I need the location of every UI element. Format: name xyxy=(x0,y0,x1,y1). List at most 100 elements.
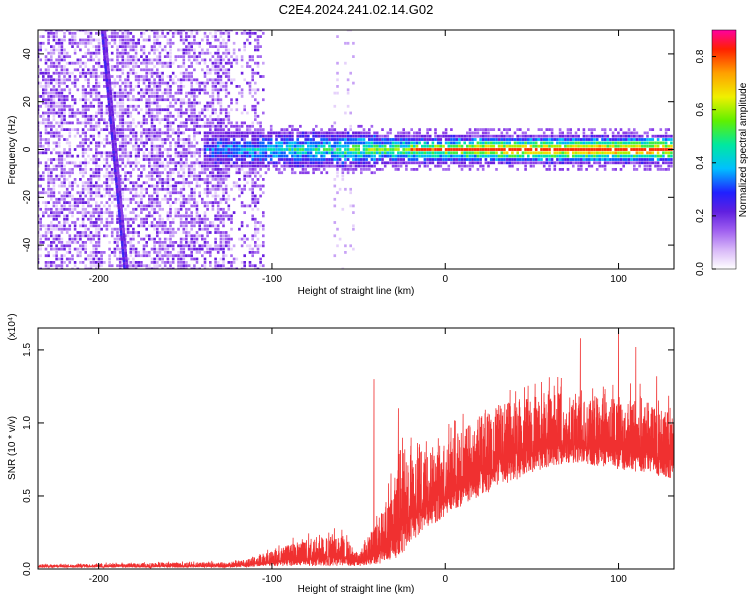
spectrogram-cell xyxy=(113,65,117,68)
spectrogram-cell xyxy=(132,187,135,191)
spectrogram-cell xyxy=(259,75,262,78)
spectrogram-cell xyxy=(145,111,148,115)
spectrogram-cell xyxy=(232,51,236,55)
spectrogram-cell xyxy=(177,214,180,218)
spectrogram-cell xyxy=(198,217,201,221)
spectrogram-cell xyxy=(132,221,135,224)
spectrogram-cell xyxy=(214,194,217,198)
spectrogram-cell xyxy=(262,214,265,218)
spectrogram-cell xyxy=(52,227,56,231)
spectrogram-cell xyxy=(511,158,514,161)
spectrogram-cell xyxy=(216,98,220,102)
spectrogram-cell xyxy=(84,65,87,68)
spectrogram-cell xyxy=(169,221,172,224)
spectrogram-cell xyxy=(89,241,93,244)
spectrogram-cell xyxy=(516,141,519,145)
spectrogram-cell xyxy=(201,124,204,128)
spectrogram-cell xyxy=(240,121,244,125)
spectrogram-cell xyxy=(63,207,66,211)
spectrogram-cell xyxy=(158,61,162,65)
spectrogram-cell xyxy=(50,168,53,171)
spectrogram-cell xyxy=(373,161,376,165)
spectrogram-cell xyxy=(193,38,196,42)
spectrogram-cell xyxy=(262,211,265,214)
spectrogram-cell xyxy=(92,191,95,195)
spectrogram-cell xyxy=(248,58,252,62)
spectrogram-cell xyxy=(378,148,382,151)
spectrogram-cell xyxy=(296,141,299,145)
spectrogram-cell xyxy=(44,267,48,269)
spectrogram-cell xyxy=(182,194,186,198)
spectrogram-cell xyxy=(299,148,302,151)
spectrogram-cell xyxy=(201,164,204,168)
spectrogram-cell xyxy=(238,237,241,241)
spectrogram-cell xyxy=(185,201,188,204)
spectrogram-cell xyxy=(362,138,366,141)
spectrogram-cell xyxy=(121,98,125,102)
spectrogram-cell xyxy=(190,197,193,201)
spectrogram-cell xyxy=(338,131,342,135)
spectrogram-cell xyxy=(148,71,151,75)
spectrogram-cell xyxy=(243,171,246,175)
spectrogram-cell xyxy=(156,91,159,95)
spectrogram-cell xyxy=(346,41,350,45)
spectrogram-cell xyxy=(211,35,215,38)
spectrogram-cell xyxy=(44,204,48,208)
spectrogram-cell xyxy=(92,234,95,238)
spectrogram-cell xyxy=(193,267,196,269)
spectrogram-cell xyxy=(132,45,135,48)
spectrogram-cell xyxy=(545,168,549,171)
spectrogram-cell xyxy=(166,161,170,165)
spectrogram-cell xyxy=(95,95,98,98)
spectrogram-cell xyxy=(349,138,352,141)
spectrogram-cell xyxy=(76,78,80,82)
spectrogram-cell xyxy=(344,134,347,138)
spectrogram-cell xyxy=(137,178,140,181)
spectrogram-cell xyxy=(211,151,215,155)
spectrogram-cell xyxy=(110,51,114,55)
spectrogram-cell xyxy=(214,261,217,264)
spectrogram-cell xyxy=(126,78,130,82)
spectrogram-cell xyxy=(156,221,159,224)
spectrogram-cell xyxy=(156,168,159,171)
spectrogram-cell xyxy=(452,151,456,155)
spectrogram-cell xyxy=(140,221,143,224)
spectrogram-cell xyxy=(100,264,103,268)
spectrogram-cell xyxy=(330,134,334,138)
spectrogram-cell xyxy=(95,81,98,85)
spectrogram-cell xyxy=(307,161,310,165)
spectrogram-cell xyxy=(52,51,56,55)
spectrogram-cell xyxy=(315,131,318,135)
spectrogram-cell xyxy=(60,30,64,32)
spectrogram-cell xyxy=(108,204,111,208)
spectrogram-cell xyxy=(330,154,334,158)
spectrogram-cell xyxy=(156,164,159,168)
spectrogram-cell xyxy=(44,138,48,141)
spectrogram-cell xyxy=(230,151,233,155)
spectrogram-cell xyxy=(254,158,257,161)
spectrogram-cell xyxy=(474,138,477,141)
spectrogram-cell xyxy=(216,207,220,211)
spectrogram-cell xyxy=(73,98,77,102)
spectrogram-cell xyxy=(153,161,156,165)
spectrogram-cell xyxy=(118,257,122,261)
spectrogram-cell xyxy=(38,141,40,145)
spectrogram-cell xyxy=(166,91,170,95)
spectrogram-cell xyxy=(108,194,111,198)
spectrogram-cell xyxy=(174,91,178,95)
spectrogram-cell xyxy=(47,121,50,125)
spectrogram-cell xyxy=(243,45,246,48)
spectrogram-cell xyxy=(121,104,125,108)
spectrogram-cell xyxy=(505,151,509,155)
spectrogram-cell xyxy=(389,138,392,141)
spectrogram-cell xyxy=(108,264,111,268)
spectrogram-cell xyxy=(129,231,133,234)
spectrogram-cell xyxy=(521,141,525,145)
spectrogram-cell xyxy=(209,78,212,82)
spectrogram-cell xyxy=(150,247,154,251)
spectrogram-cell xyxy=(44,81,48,85)
spectrogram-cell xyxy=(458,141,461,145)
spectrogram-cell xyxy=(254,241,257,244)
spectrogram-cell xyxy=(269,144,273,148)
spectrogram-cell xyxy=(108,174,111,178)
